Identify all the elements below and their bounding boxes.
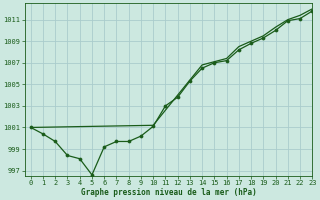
X-axis label: Graphe pression niveau de la mer (hPa): Graphe pression niveau de la mer (hPa) <box>81 188 256 197</box>
